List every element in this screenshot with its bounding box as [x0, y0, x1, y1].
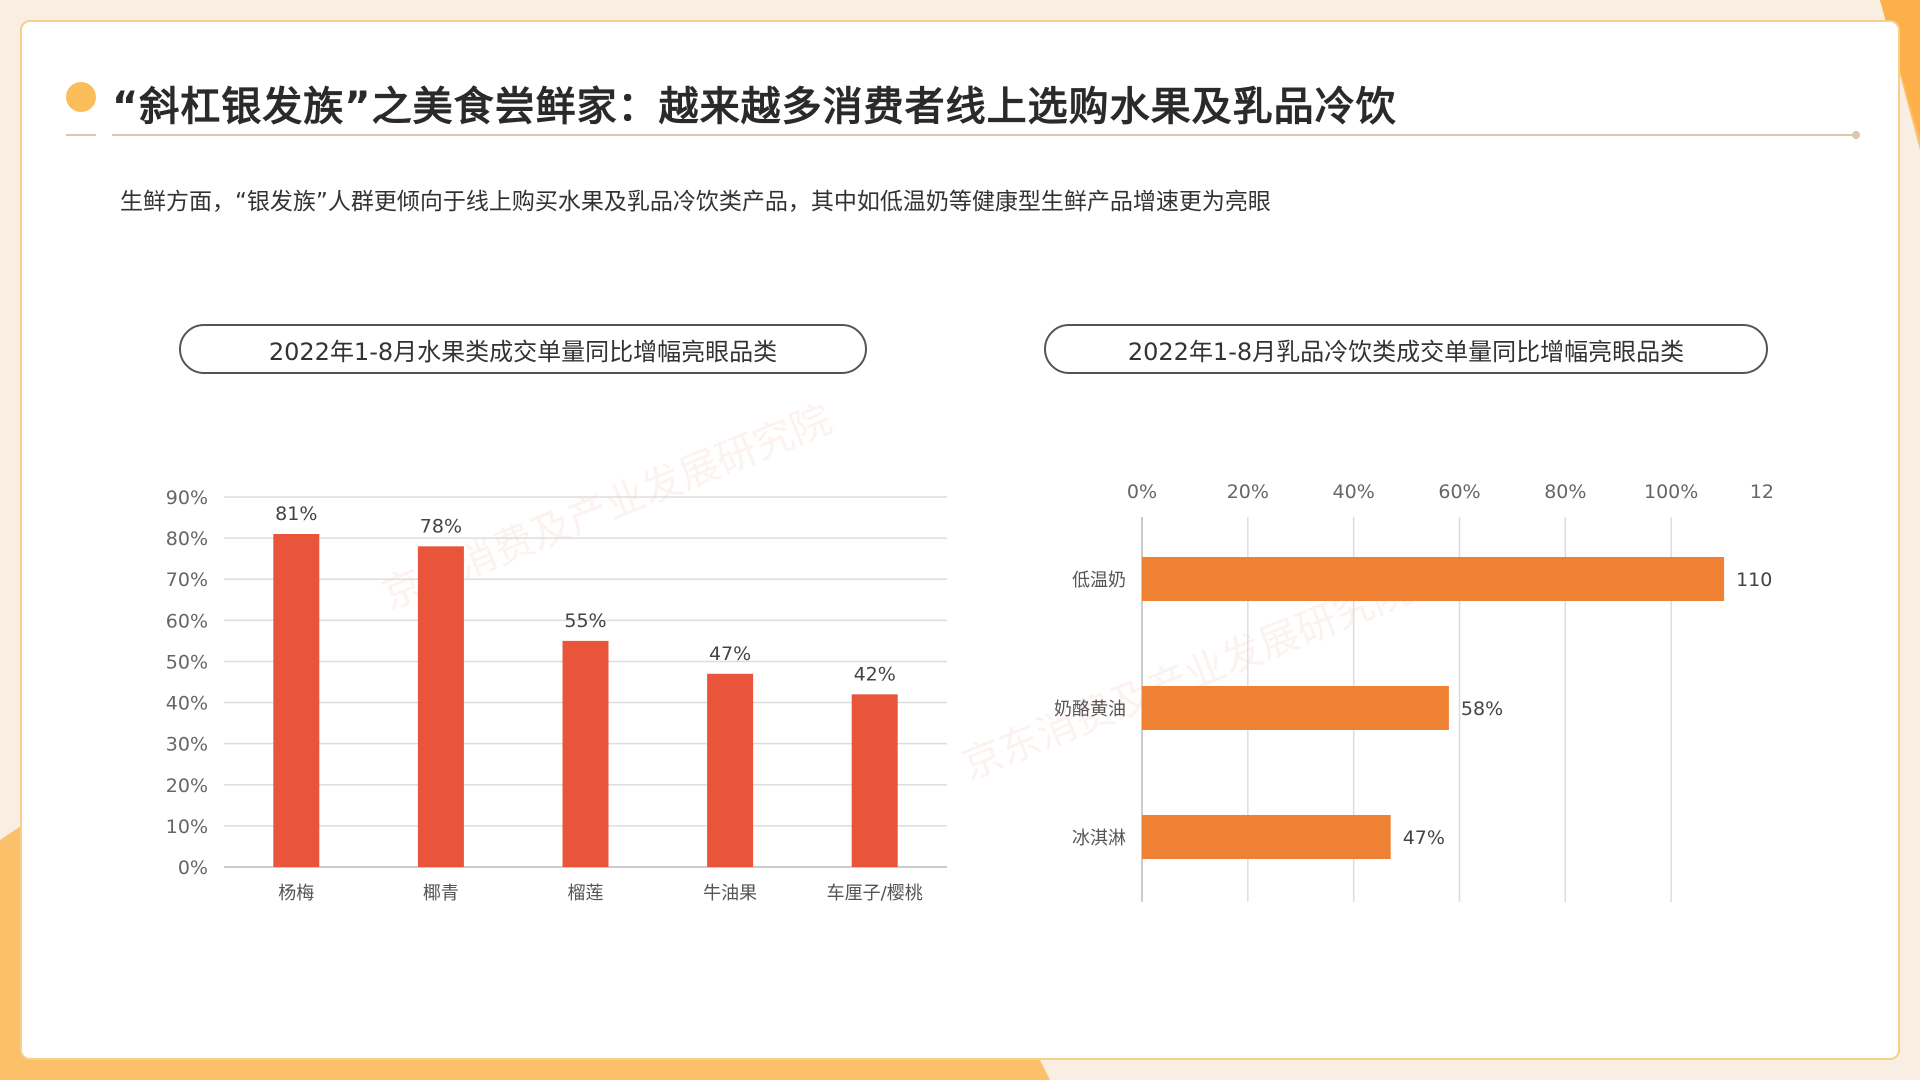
- data-label: 81%: [275, 503, 317, 525]
- x-tick-label: 0%: [1127, 481, 1157, 503]
- y-tick-label: 80%: [166, 528, 208, 550]
- y-tick-label: 40%: [166, 693, 208, 715]
- x-tick-label: 40%: [1333, 481, 1375, 503]
- x-tick-label: 杨梅: [278, 883, 314, 902]
- bar: [707, 673, 754, 867]
- data-label: 78%: [420, 515, 462, 537]
- data-label: 110%: [1736, 569, 1772, 591]
- title-bullet-icon: [66, 82, 96, 112]
- divider-end-dot: [1852, 131, 1860, 139]
- data-label: 42%: [854, 663, 896, 685]
- y-tick-label: 20%: [166, 775, 208, 797]
- bar: [417, 546, 464, 867]
- bar: [1142, 815, 1391, 859]
- y-tick-label: 冰淇淋: [1072, 828, 1126, 849]
- x-tick-label: 80%: [1544, 481, 1586, 503]
- data-label: 47%: [709, 643, 751, 665]
- content-card: “斜杠银发族”之美食尝鲜家：越来越多消费者线上选购水果及乳品冷饮 生鲜方面，“银…: [20, 20, 1900, 1060]
- bar: [562, 640, 609, 867]
- x-tick-label: 60%: [1438, 481, 1480, 503]
- x-tick-label: 牛油果: [703, 883, 757, 902]
- page-title: “斜杠银发族”之美食尝鲜家：越来越多消费者线上选购水果及乳品冷饮: [112, 84, 1397, 130]
- y-tick-label: 90%: [166, 487, 208, 509]
- y-tick-label: 奶酪黄油: [1054, 699, 1126, 720]
- y-tick-label: 低温奶: [1072, 570, 1126, 591]
- bar: [851, 694, 898, 867]
- data-label: 55%: [564, 610, 606, 632]
- y-tick-label: 50%: [166, 651, 208, 673]
- title-divider: [112, 134, 1852, 136]
- data-label: 47%: [1403, 827, 1445, 849]
- page-subtitle: 生鲜方面，“银发族”人群更倾向于线上购买水果及乳品冷饮类产品，其中如低温奶等健康…: [120, 189, 1271, 215]
- fruit-bar-chart: 0% 10% 20% 30% 40% 50% 60% 70% 80% 90% 81% 杨梅 78% 椰青 5…: [166, 487, 947, 902]
- y-tick-label: 10%: [166, 816, 208, 838]
- y-tick-label: 70%: [166, 569, 208, 591]
- x-tick-label: 120%: [1750, 481, 1772, 503]
- fruit-chart-title: 2022年1-8月水果类成交单量同比增幅亮眼品类: [179, 324, 867, 374]
- x-tick-label: 车厘子/樱桃: [827, 883, 923, 902]
- y-tick-label: 60%: [166, 610, 208, 632]
- title-divider-left: [66, 134, 96, 136]
- dairy-bar-chart: 0% 20% 40% 60% 80% 100% 120% 110% 低温奶 58% 奶酪黄油 47% 冰…: [1054, 481, 1772, 902]
- bar: [1142, 686, 1449, 730]
- dairy-chart-title: 2022年1-8月乳品冷饮类成交单量同比增幅亮眼品类: [1044, 324, 1768, 374]
- x-tick-label: 椰青: [423, 883, 459, 902]
- x-tick-label: 100%: [1644, 481, 1698, 503]
- data-label: 58%: [1461, 698, 1503, 720]
- y-tick-label: 0%: [178, 857, 208, 879]
- x-tick-label: 榴莲: [568, 883, 604, 902]
- bar: [1142, 557, 1725, 601]
- y-tick-label: 30%: [166, 734, 208, 756]
- x-tick-label: 20%: [1227, 481, 1269, 503]
- bar: [273, 534, 320, 867]
